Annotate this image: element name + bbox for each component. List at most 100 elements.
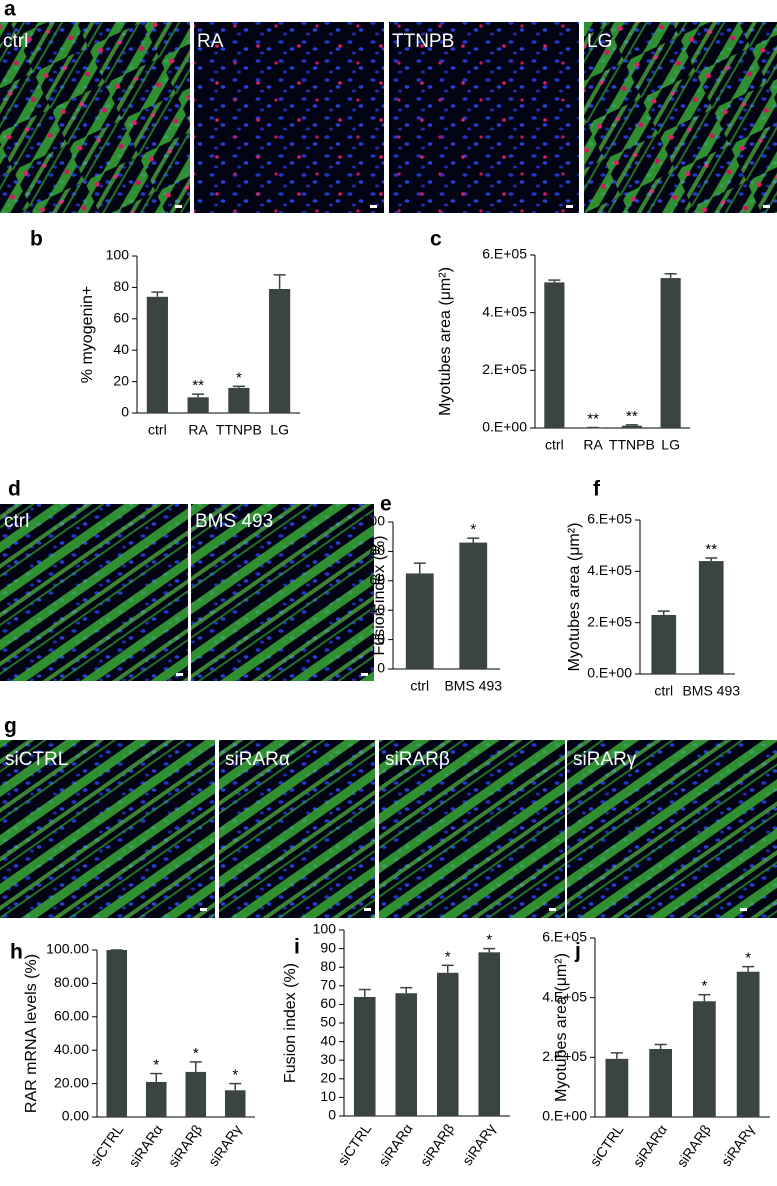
- bar: [187, 397, 209, 413]
- panel-letter: b: [30, 228, 43, 251]
- panel-letter: j: [574, 940, 581, 963]
- image-label: ctrl: [4, 511, 29, 532]
- y-tick-label: 80: [320, 958, 336, 974]
- y-tick-label: 0.00: [62, 1108, 89, 1124]
- x-tick-label: BMS 493: [444, 678, 502, 694]
- y-tick-label: 80: [369, 542, 385, 558]
- bar: [649, 1048, 672, 1117]
- bar: [436, 972, 459, 1116]
- significance: **: [192, 377, 204, 394]
- y-tick-label: 90: [320, 939, 336, 955]
- y-tick-label: 30: [320, 1051, 336, 1067]
- panel-letter: e: [380, 493, 392, 516]
- bar: [269, 288, 291, 413]
- x-tick-label: TTNPB: [609, 437, 655, 453]
- bar: [660, 278, 681, 428]
- x-tick-label: siCTRL: [586, 1121, 626, 1169]
- y-tick-label: 2.E+05: [587, 613, 632, 629]
- image-label: LG: [587, 31, 612, 52]
- x-tick-label: siRARβ: [673, 1122, 713, 1170]
- y-tick-label: 0: [377, 660, 385, 676]
- panel-letter: h: [10, 941, 23, 964]
- y-tick-label: 6.E+05: [542, 929, 587, 945]
- x-tick-label: TTNPB: [216, 422, 262, 438]
- image-label: siRARβ: [385, 749, 450, 770]
- image-label: siRARγ: [573, 749, 637, 770]
- y-tick-label: 40.00: [54, 1041, 89, 1057]
- y-tick-label: 50: [320, 1014, 336, 1030]
- y-tick-label: 4.E+05: [482, 303, 527, 319]
- x-tick-label: siRARα: [630, 1122, 671, 1170]
- y-tick-label: 0.E+00: [542, 1108, 587, 1124]
- significance: *: [470, 521, 476, 538]
- scale-bar: [361, 673, 368, 676]
- micrograph-overlay: [0, 22, 190, 213]
- panel-letter: a: [4, 0, 16, 21]
- x-tick-label: siRARβ: [417, 1121, 457, 1169]
- bar: [185, 1071, 207, 1117]
- y-tick-label: 80.00: [54, 974, 89, 990]
- scale-bar: [175, 205, 182, 208]
- micrograph-overlay: [584, 22, 777, 213]
- y-tick-label: 70: [320, 977, 336, 993]
- y-tick-label: 6.E+05: [482, 246, 527, 262]
- scale-bar: [740, 908, 747, 911]
- y-tick-label: 2.E+05: [482, 361, 527, 377]
- bar: [605, 1058, 629, 1117]
- x-tick-label: BMS 493: [682, 683, 740, 699]
- significance: *: [701, 978, 707, 995]
- panel-letter: d: [8, 478, 21, 501]
- scale-bar: [763, 205, 770, 208]
- x-tick-label: ctrl: [545, 437, 564, 453]
- image-label: siRARα: [225, 749, 290, 770]
- y-axis-label: Fusion index (%): [371, 535, 388, 655]
- scale-bar: [176, 673, 183, 676]
- y-tick-label: 40: [113, 341, 129, 357]
- significance: **: [626, 408, 638, 425]
- y-axis-label: RAR mRNA levels (%): [23, 954, 40, 1113]
- y-tick-label: 10: [320, 1088, 336, 1104]
- x-tick-label: siRARγ: [459, 1121, 499, 1168]
- x-tick-label: siRARγ: [205, 1122, 245, 1169]
- scale-bar: [549, 908, 556, 911]
- scale-bar: [200, 908, 207, 911]
- significance: *: [445, 948, 451, 965]
- significance: *: [236, 369, 242, 386]
- significance: *: [745, 950, 751, 967]
- y-axis-label: Myotubes area (μm²): [553, 953, 570, 1102]
- x-tick-label: RA: [188, 422, 208, 438]
- y-tick-label: 0: [328, 1107, 336, 1123]
- bar: [146, 296, 168, 413]
- y-axis-label: Myotubes area (μm²): [566, 523, 583, 672]
- y-tick-label: 0.E+00: [482, 419, 527, 435]
- x-tick-label: siRARγ: [718, 1122, 758, 1169]
- x-tick-label: siRARα: [125, 1122, 166, 1170]
- panel-letter: g: [4, 715, 17, 738]
- y-tick-label: 20: [320, 1070, 336, 1086]
- y-tick-label: 100: [313, 921, 337, 937]
- panel-letter: c: [430, 228, 442, 251]
- bar: [395, 993, 418, 1116]
- y-tick-label: 40: [320, 1032, 336, 1048]
- bar: [736, 971, 760, 1117]
- y-tick-label: 20: [369, 630, 385, 646]
- bar: [224, 1090, 246, 1117]
- bar: [544, 282, 565, 428]
- significance: **: [587, 411, 599, 428]
- image-row-g: [0, 740, 777, 918]
- bar: [459, 542, 488, 669]
- y-tick-label: 40: [369, 601, 385, 617]
- y-tick-label: 0: [121, 404, 129, 420]
- image-label: TTNPB: [392, 31, 454, 52]
- y-tick-label: 2.E+05: [542, 1048, 587, 1064]
- y-axis-label: Myotubes area (μm²): [437, 267, 454, 416]
- scale-bar: [364, 908, 371, 911]
- y-tick-label: 6.E+05: [587, 511, 632, 527]
- y-tick-label: 60: [369, 572, 385, 588]
- y-tick-label: 100.00: [46, 941, 89, 957]
- significance: *: [153, 1057, 159, 1074]
- y-tick-label: 20: [113, 372, 129, 388]
- x-tick-label: siRARβ: [165, 1122, 205, 1170]
- micrograph-overlay: [191, 504, 374, 681]
